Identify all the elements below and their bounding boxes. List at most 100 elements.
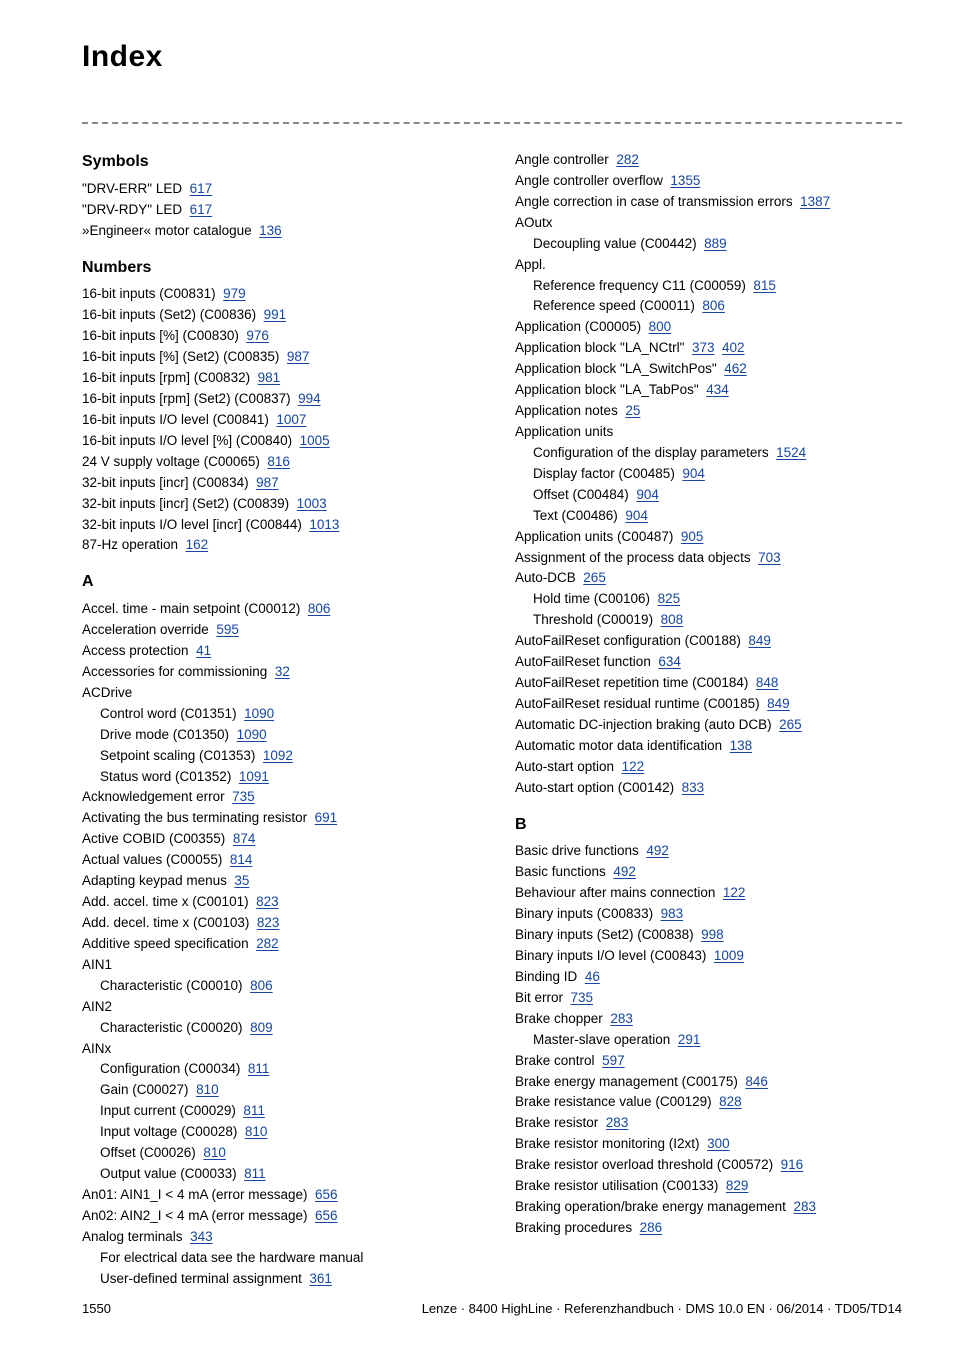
index-page-link[interactable]: 735 [571, 990, 594, 1005]
index-page-link[interactable]: 987 [287, 349, 310, 364]
index-page-link[interactable]: 291 [678, 1032, 701, 1047]
index-page-link[interactable]: 904 [682, 466, 705, 481]
index-page-link[interactable]: 343 [190, 1229, 213, 1244]
index-page-link[interactable]: 816 [267, 454, 290, 469]
index-entry-text: Braking procedures [515, 1220, 632, 1235]
index-page-link[interactable]: 848 [756, 675, 779, 690]
index-page-link[interactable]: 905 [681, 529, 704, 544]
index-page-link[interactable]: 492 [646, 843, 669, 858]
index-page-link[interactable]: 815 [753, 278, 776, 293]
index-page-link[interactable]: 1090 [237, 727, 267, 742]
index-page-link[interactable]: 1090 [244, 706, 274, 721]
index-subentry: Hold time (C00106) 825 [515, 589, 902, 610]
index-page-link[interactable]: 492 [613, 864, 636, 879]
index-page-link[interactable]: 162 [186, 537, 209, 552]
index-page-link[interactable]: 811 [243, 1103, 265, 1118]
index-page-link[interactable]: 849 [767, 696, 790, 711]
index-page-link[interactable]: 829 [726, 1178, 749, 1193]
index-page-link[interactable]: 987 [256, 475, 279, 490]
index-page-link[interactable]: 1091 [239, 769, 269, 784]
index-page-link[interactable]: 283 [610, 1011, 633, 1026]
index-page-link[interactable]: 138 [730, 738, 753, 753]
index-page-link[interactable]: 1005 [300, 433, 330, 448]
index-page-link[interactable]: 1355 [670, 173, 700, 188]
index-page-link[interactable]: 703 [758, 550, 781, 565]
index-page-link[interactable]: 810 [203, 1145, 226, 1160]
index-page-link[interactable]: 122 [723, 885, 746, 900]
index-page-link[interactable]: 46 [585, 969, 600, 984]
index-page-link[interactable]: 265 [583, 570, 606, 585]
index-entry-text: Activating the bus terminating resistor [82, 810, 307, 825]
index-page-link[interactable]: 809 [250, 1020, 273, 1035]
index-page-link[interactable]: 1003 [297, 496, 327, 511]
index-page-link[interactable]: 1524 [776, 445, 806, 460]
index-page-link[interactable]: 800 [649, 319, 672, 334]
index-page-link[interactable]: 979 [223, 286, 246, 301]
index-page-link[interactable]: 617 [190, 181, 213, 196]
index-page-link[interactable]: 462 [724, 361, 747, 376]
index-page-link[interactable]: 1387 [800, 194, 830, 209]
index-page-link[interactable]: 814 [230, 852, 253, 867]
index-entry-text: Input current (C00029) [100, 1103, 236, 1118]
index-page-link[interactable]: 402 [722, 340, 745, 355]
index-page-link[interactable]: 282 [256, 936, 279, 951]
index-page-link[interactable]: 846 [745, 1074, 768, 1089]
index-page-link[interactable]: 656 [315, 1187, 338, 1202]
index-page-link[interactable]: 1013 [309, 517, 339, 532]
index-page-link[interactable]: 828 [719, 1094, 742, 1109]
index-page-link[interactable]: 300 [707, 1136, 730, 1151]
index-page-link[interactable]: 35 [234, 873, 249, 888]
index-entry-text: Reference frequency C11 (C00059) [533, 278, 746, 293]
index-page-link[interactable]: 32 [275, 664, 290, 679]
index-page-link[interactable]: 849 [748, 633, 771, 648]
index-page-link[interactable]: 981 [258, 370, 281, 385]
index-page-link[interactable]: 806 [250, 978, 273, 993]
index-page-link[interactable]: 811 [248, 1061, 270, 1076]
index-page-link[interactable]: 991 [264, 307, 287, 322]
index-page-link[interactable]: 823 [257, 915, 280, 930]
index-page-link[interactable]: 634 [658, 654, 681, 669]
index-page-link[interactable]: 810 [196, 1082, 219, 1097]
index-page-link[interactable]: 916 [781, 1157, 804, 1172]
index-page-link[interactable]: 25 [625, 403, 640, 418]
index-page-link[interactable]: 1009 [714, 948, 744, 963]
index-page-link[interactable]: 994 [298, 391, 321, 406]
index-page-link[interactable]: 874 [233, 831, 256, 846]
index-page-link[interactable]: 889 [704, 236, 727, 251]
index-entry: Application units (C00487) 905 [515, 527, 902, 548]
index-page-link[interactable]: 998 [701, 927, 724, 942]
index-page-link[interactable]: 286 [640, 1220, 663, 1235]
index-page-link[interactable]: 983 [661, 906, 684, 921]
index-page-link[interactable]: 808 [661, 612, 684, 627]
index-page-link[interactable]: 283 [606, 1115, 629, 1130]
index-page-link[interactable]: 904 [625, 508, 648, 523]
index-page-link[interactable]: 122 [622, 759, 645, 774]
index-page-link[interactable]: 735 [232, 789, 255, 804]
index-page-link[interactable]: 904 [636, 487, 659, 502]
index-page-link[interactable]: 833 [682, 780, 705, 795]
index-page-link[interactable]: 806 [702, 298, 725, 313]
index-page-link[interactable]: 41 [196, 643, 211, 658]
index-page-link[interactable]: 976 [246, 328, 269, 343]
index-page-link[interactable]: 825 [658, 591, 681, 606]
index-page-link[interactable]: 265 [779, 717, 802, 732]
index-page-link[interactable]: 361 [309, 1271, 332, 1286]
index-page-link[interactable]: 806 [308, 601, 331, 616]
index-page-link[interactable]: 595 [216, 622, 239, 637]
index-page-link[interactable]: 810 [245, 1124, 268, 1139]
index-page-link[interactable]: 1007 [276, 412, 306, 427]
index-page-link[interactable]: 434 [706, 382, 729, 397]
index-page-link[interactable]: 811 [244, 1166, 266, 1181]
index-page-link[interactable]: 1092 [263, 748, 293, 763]
index-subentry: Configuration of the display parameters … [515, 443, 902, 464]
index-entry-text: 16-bit inputs [rpm] (Set2) (C00837) [82, 391, 291, 406]
index-page-link[interactable]: 617 [190, 202, 213, 217]
index-page-link[interactable]: 283 [793, 1199, 816, 1214]
index-page-link[interactable]: 282 [616, 152, 639, 167]
index-page-link[interactable]: 136 [259, 223, 282, 238]
index-page-link[interactable]: 823 [256, 894, 279, 909]
index-page-link[interactable]: 597 [602, 1053, 625, 1068]
index-page-link[interactable]: 691 [315, 810, 338, 825]
index-page-link[interactable]: 373 [692, 340, 715, 355]
index-page-link[interactable]: 656 [315, 1208, 338, 1223]
